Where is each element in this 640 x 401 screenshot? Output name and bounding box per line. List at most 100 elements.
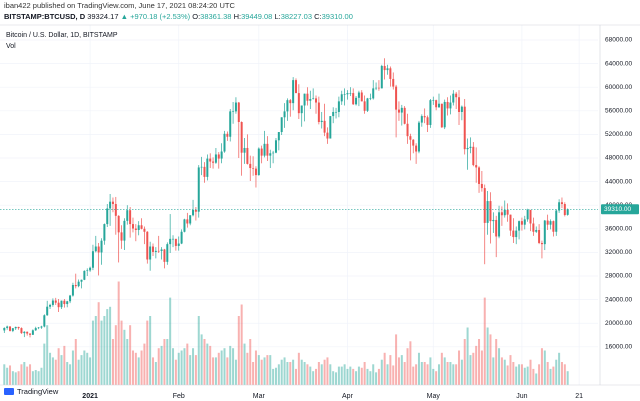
x-tick-label: May: [427, 393, 441, 400]
candle-body: [14, 326, 17, 329]
volume-bar: [500, 357, 503, 385]
candle-body: [523, 219, 526, 225]
volume-bar: [100, 320, 103, 385]
candle-body: [429, 100, 432, 125]
y-tick-label: 20000.00: [605, 320, 632, 327]
volume-bar: [89, 357, 92, 385]
candle-body: [357, 92, 360, 98]
candle-body: [289, 100, 292, 104]
volume-bar: [86, 352, 89, 385]
candle-body: [203, 166, 206, 177]
volume-bar: [257, 355, 260, 385]
candle-body: [377, 87, 380, 89]
candle-body: [403, 107, 406, 124]
candle-body: [555, 210, 558, 232]
candle-body: [500, 212, 503, 216]
change: ▲ +970.18 (+2.53%): [121, 12, 191, 21]
candle-body: [380, 65, 383, 89]
volume-bar: [363, 362, 366, 385]
volume-bar: [69, 364, 72, 385]
volume-bar: [77, 359, 80, 385]
candle-body: [506, 209, 509, 215]
y-tick-label: 52000.00: [605, 131, 632, 138]
volume-bar: [506, 365, 509, 385]
volume-bar: [352, 368, 355, 385]
logo-text: TradingView: [17, 387, 59, 396]
candle-body: [192, 209, 195, 216]
volume-bar: [43, 343, 46, 385]
candle-body: [26, 331, 29, 334]
volume-bar: [146, 320, 149, 385]
volume-bar: [469, 355, 472, 385]
candle-body: [89, 267, 92, 271]
volume-bar: [17, 371, 20, 385]
candle-body: [54, 300, 57, 303]
candle-body: [243, 147, 246, 153]
symbol-line: BITSTAMP:BTCUSD, D 39324.17 ▲ +970.18 (+…: [4, 12, 353, 21]
volume-bar: [157, 348, 160, 385]
x-tick-label: Jun: [516, 393, 527, 400]
volume-bar: [286, 362, 289, 385]
volume-bar: [426, 364, 429, 385]
candle-body: [520, 221, 523, 225]
volume-bar: [109, 306, 112, 385]
volume-bar: [395, 334, 398, 385]
volume-bar: [437, 364, 440, 385]
volume-bar: [486, 327, 489, 385]
candle-body: [31, 330, 34, 335]
candle-body: [123, 220, 126, 241]
candle-body: [386, 68, 389, 71]
volume-bar: [417, 352, 420, 385]
candle-body: [9, 326, 12, 331]
volume-bar: [212, 357, 215, 385]
volume-bar: [480, 350, 483, 385]
volume-bar: [509, 355, 512, 385]
y-tick-label: 32000.00: [605, 249, 632, 256]
candle-body: [40, 326, 43, 328]
candle-body: [483, 188, 486, 223]
candle-body: [37, 327, 40, 329]
candle-body: [257, 148, 260, 176]
volume-bar: [323, 359, 326, 385]
candle-body: [303, 93, 306, 106]
volume-bar: [355, 371, 358, 385]
candle-body: [389, 68, 392, 79]
volume-bar: [406, 348, 409, 385]
volume-bar: [140, 350, 143, 385]
volume-bar: [349, 366, 352, 385]
candle-body: [466, 147, 469, 150]
volume-bar: [46, 325, 49, 385]
candle-body: [157, 250, 160, 252]
candle-body: [498, 212, 501, 237]
volume-bar: [472, 352, 475, 385]
volume-bar: [249, 339, 252, 385]
x-tick-label: 21: [575, 393, 583, 400]
candle-body: [480, 183, 483, 189]
candle-body: [397, 109, 400, 113]
volume-bar: [266, 355, 269, 385]
volume-bar: [206, 343, 209, 385]
volume-bar: [518, 364, 521, 385]
candle-body: [503, 209, 506, 216]
candle-body: [177, 243, 180, 246]
candle-body: [194, 209, 197, 212]
candle-body: [452, 93, 455, 103]
volume-bar: [11, 371, 14, 385]
volume-bar: [366, 368, 369, 385]
candle-body: [234, 102, 237, 112]
volume-bar: [232, 348, 235, 385]
candle-body: [443, 101, 446, 128]
volume-bar: [483, 297, 486, 385]
candle-body: [320, 120, 323, 123]
volume-bar: [389, 355, 392, 385]
volume-bar: [149, 316, 152, 385]
volume-bar: [555, 359, 558, 385]
candle-body: [172, 238, 175, 240]
candle-body: [63, 300, 66, 305]
candle-body: [17, 326, 20, 329]
volume-bar: [312, 371, 315, 385]
volume-bar: [343, 364, 346, 385]
candle-body: [406, 123, 409, 137]
candle-body: [214, 154, 217, 163]
volume-bar: [446, 362, 449, 385]
